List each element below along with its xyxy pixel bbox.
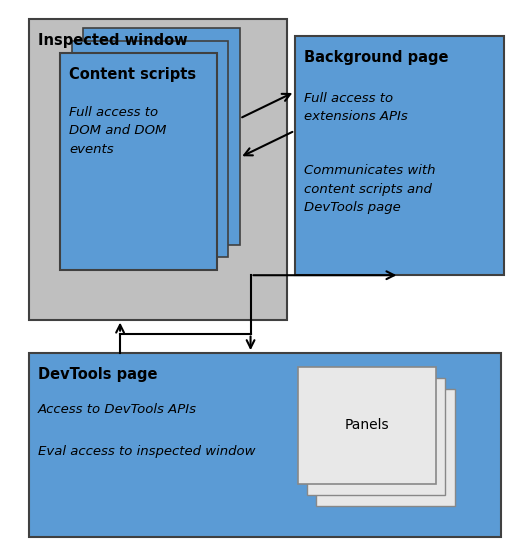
Text: Full access to
extensions APIs: Full access to extensions APIs	[304, 92, 408, 123]
Bar	[295, 36, 504, 275]
Bar	[298, 367, 436, 484]
Text: Inspected window: Inspected window	[38, 33, 188, 48]
Text: DevTools page: DevTools page	[38, 367, 158, 382]
Bar	[29, 353, 501, 537]
Text: Content scripts: Content scripts	[69, 67, 197, 82]
Bar	[29, 19, 287, 320]
Text: Full access to
DOM and DOM
events: Full access to DOM and DOM events	[69, 106, 167, 156]
Text: Communicates with
content scripts and
DevTools page: Communicates with content scripts and De…	[304, 164, 436, 214]
Bar	[316, 389, 455, 506]
Bar	[72, 41, 228, 257]
Text: Background page: Background page	[304, 50, 449, 65]
Text: Eval access to inspected window: Eval access to inspected window	[38, 445, 256, 458]
Text: Panels: Panels	[345, 418, 389, 433]
Bar	[307, 378, 445, 495]
Bar	[60, 53, 217, 270]
Text: Access to DevTools APIs: Access to DevTools APIs	[38, 403, 197, 416]
Bar	[83, 28, 240, 245]
